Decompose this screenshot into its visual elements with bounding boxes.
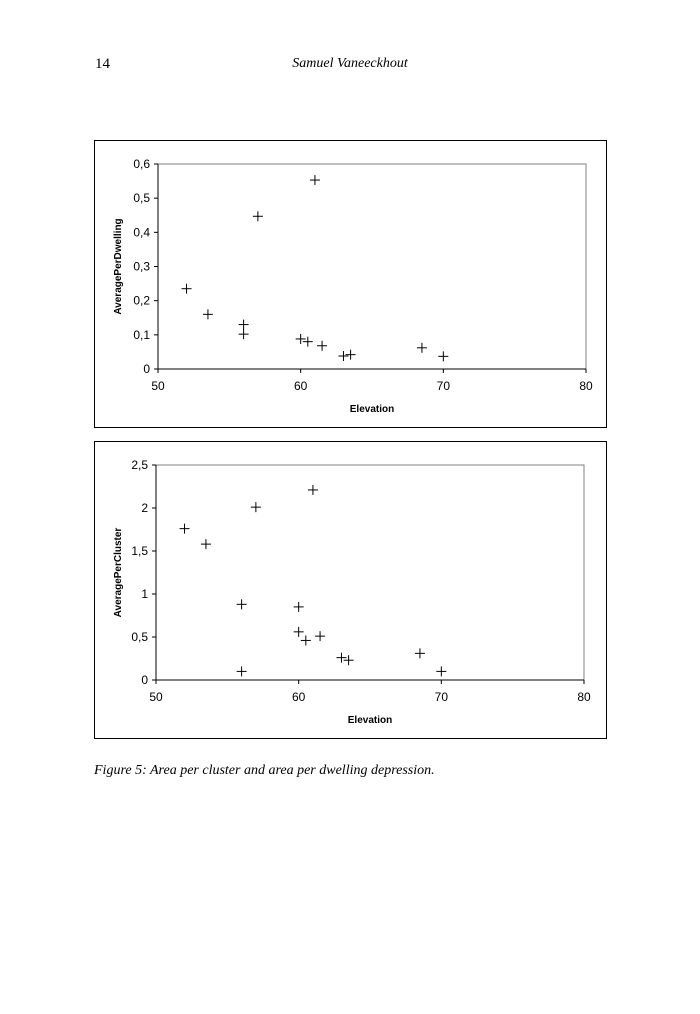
y-axis-label: AveragePerCluster — [113, 528, 124, 618]
data-point — [309, 175, 320, 186]
data-point — [307, 484, 318, 495]
y-tick-label: 0,3 — [133, 260, 150, 274]
data-point — [345, 349, 356, 360]
y-axis-label: AveragePerDwelling — [113, 218, 124, 314]
data-point — [295, 333, 306, 344]
x-tick-label: 60 — [292, 690, 306, 704]
plot-area-frame — [155, 464, 585, 681]
figure-caption: Figure 5: Area per cluster and area per … — [94, 763, 435, 778]
x-tick-label: 50 — [151, 379, 165, 393]
scatter-plot-cluster: 0 0,5 1 1,5 2 2,5 50 60 70 80 Elevation AveragePerC… — [113, 458, 591, 726]
scatter-plot-dwelling: 0 0,1 0,2 0,3 0,4 0,5 0,6 50 60 70 80 Elevation Aver… — [113, 157, 593, 415]
plot-area-frame — [157, 163, 587, 370]
y-tick-label: 1 — [141, 587, 148, 601]
data-point — [179, 523, 190, 534]
data-point — [438, 351, 449, 362]
x-tick-label: 80 — [577, 690, 591, 704]
y-tick-label: 0,5 — [131, 630, 148, 644]
x-axis-label: Elevation — [348, 715, 392, 726]
chart-average-per-cluster: 0 0,5 1 1,5 2 2,5 50 60 70 80 Elevation AveragePerC… — [94, 441, 607, 739]
data-point — [250, 502, 261, 513]
data-point — [300, 635, 311, 646]
y-tick-label: 0,5 — [133, 191, 150, 205]
data-point — [315, 631, 326, 642]
x-tick-label: 50 — [149, 690, 163, 704]
data-point — [236, 599, 247, 610]
x-tick-label: 80 — [579, 379, 593, 393]
x-axis-label: Elevation — [350, 404, 394, 415]
data-point — [338, 351, 349, 362]
y-tick-label: 0 — [143, 362, 150, 376]
data-point — [414, 648, 425, 659]
data-point — [416, 342, 427, 353]
page-number: 14 — [95, 56, 110, 72]
y-tick-label: 0,6 — [133, 157, 150, 171]
x-tick-label: 70 — [435, 690, 449, 704]
data-point — [238, 329, 249, 340]
data-point — [181, 283, 192, 294]
chart-average-per-dwelling: 0 0,1 0,2 0,3 0,4 0,5 0,6 50 60 70 80 Elevation Aver… — [94, 140, 607, 428]
data-point — [238, 319, 249, 330]
y-tick-label: 1,5 — [131, 544, 148, 558]
y-tick-label: 0,2 — [133, 294, 150, 308]
x-tick-label: 70 — [437, 379, 451, 393]
y-tick-label: 2 — [141, 501, 148, 515]
y-tick-label: 0,1 — [133, 328, 150, 342]
data-point — [202, 309, 213, 320]
y-tick-label: 0,4 — [133, 225, 150, 239]
data-point — [293, 626, 304, 637]
y-tick-label: 2,5 — [131, 458, 148, 472]
data-point — [317, 340, 328, 351]
data-point — [293, 601, 304, 612]
data-point — [236, 666, 247, 677]
running-head-author: Samuel Vaneeckhout — [292, 56, 408, 71]
data-point — [302, 336, 313, 347]
x-tick-label: 60 — [294, 379, 308, 393]
y-tick-label: 0 — [141, 673, 148, 687]
data-point — [343, 655, 354, 666]
data-point — [336, 652, 347, 663]
data-point — [200, 539, 211, 550]
data-point — [252, 211, 263, 222]
data-point — [436, 666, 447, 677]
